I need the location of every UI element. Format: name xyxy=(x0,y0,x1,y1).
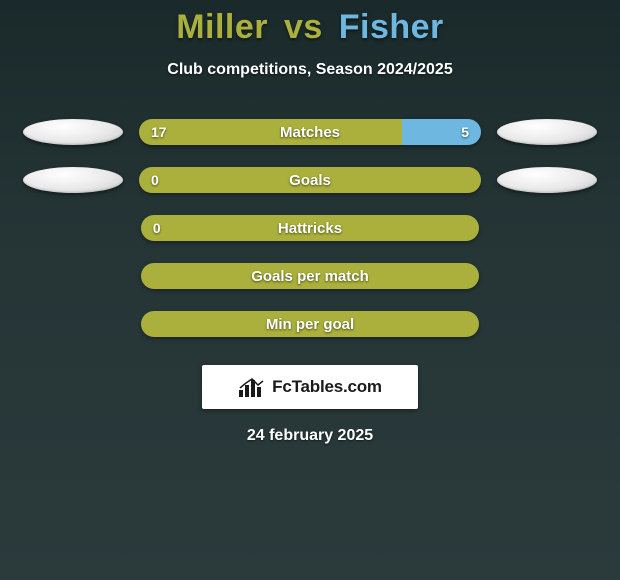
stat-bar: 175Matches xyxy=(139,119,481,145)
logo-text: FcTables.com xyxy=(272,377,382,397)
title-vs: vs xyxy=(284,8,323,46)
ellipse-placeholder xyxy=(495,215,594,241)
subtitle: Club competitions, Season 2024/2025 xyxy=(0,61,620,79)
stat-row: Min per goal xyxy=(10,311,610,337)
bar-segment-p1 xyxy=(141,263,479,289)
stat-rows: 175Matches 0Goals 0Hattricks Goals per matc… xyxy=(0,119,620,337)
fctables-logo[interactable]: FcTables.com xyxy=(202,365,418,409)
comparison-infographic: Miller vs Fisher Club competitions, Seas… xyxy=(0,0,620,580)
bar-chart-icon xyxy=(238,376,266,398)
stat-bar: 0Goals xyxy=(139,167,481,193)
ellipse-placeholder xyxy=(26,263,125,289)
player1-ellipse xyxy=(23,119,123,145)
bar-segment-p1 xyxy=(139,119,402,145)
bar-segment-p1 xyxy=(141,215,479,241)
page-title: Miller vs Fisher xyxy=(0,0,620,47)
ellipse-placeholder xyxy=(495,263,594,289)
player2-ellipse xyxy=(497,119,597,145)
player2-ellipse xyxy=(497,167,597,193)
ellipse-placeholder xyxy=(26,215,125,241)
ellipse-placeholder xyxy=(495,311,594,337)
title-player2: Fisher xyxy=(339,8,444,46)
title-player1: Miller xyxy=(176,8,268,46)
stat-bar: Min per goal xyxy=(141,311,479,337)
stat-bar: Goals per match xyxy=(141,263,479,289)
stat-row: 0Goals xyxy=(10,167,610,193)
stat-row: Goals per match xyxy=(10,263,610,289)
stat-row: 175Matches xyxy=(10,119,610,145)
ellipse-placeholder xyxy=(26,311,125,337)
stat-row: 0Hattricks xyxy=(10,215,610,241)
player1-ellipse xyxy=(23,167,123,193)
bar-segment-p1 xyxy=(139,167,481,193)
bar-segment-p1 xyxy=(141,311,479,337)
stat-bar: 0Hattricks xyxy=(141,215,479,241)
bar-segment-p2 xyxy=(402,119,481,145)
date-label: 24 february 2025 xyxy=(0,427,620,445)
